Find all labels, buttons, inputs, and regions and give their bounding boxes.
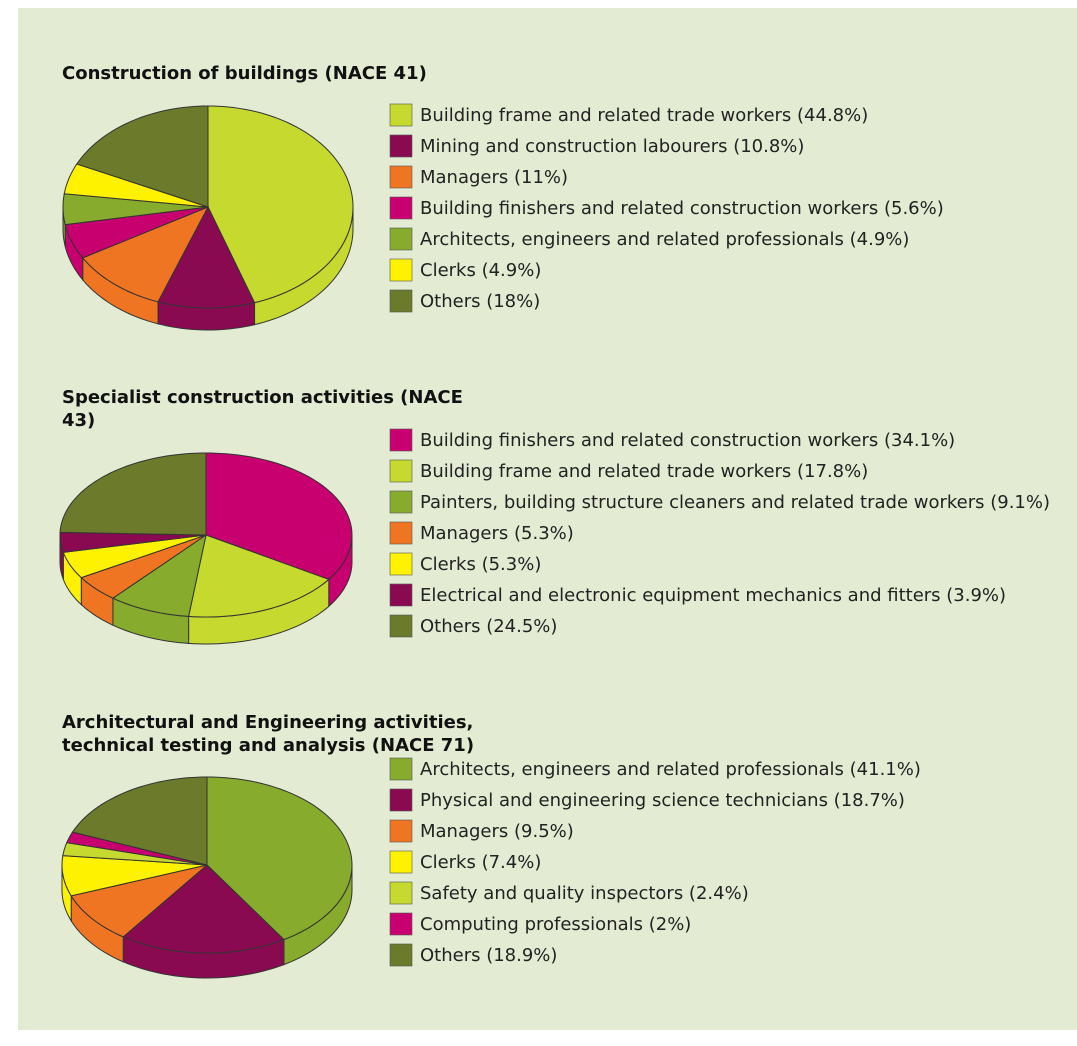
- legend-swatch: [389, 134, 413, 158]
- slice: [63, 163, 209, 208]
- legend-swatch: [389, 788, 413, 812]
- legend-label: Safety and quality inspectors (2.4%): [420, 883, 749, 904]
- slice: [111, 533, 207, 617]
- legend-swatch: [389, 103, 413, 127]
- legend-label: Building frame and related trade workers…: [420, 105, 868, 126]
- slice: [59, 452, 207, 536]
- slice: [122, 864, 285, 954]
- legend-label: Computing professionals (2%): [420, 914, 691, 935]
- slice: [157, 205, 256, 309]
- slice: [70, 864, 208, 938]
- slice: [206, 776, 353, 941]
- chart-title: Construction of buildings (NACE 41): [62, 63, 427, 84]
- legend-swatch: [389, 881, 413, 905]
- legend-swatch: [389, 165, 413, 189]
- legend-swatch: [389, 428, 413, 452]
- legend-label: Painters, building structure cleaners an…: [420, 492, 1050, 513]
- legend-label: Clerks (7.4%): [420, 852, 541, 873]
- legend-label: Others (18.9%): [420, 945, 557, 966]
- legend-swatch: [389, 614, 413, 638]
- legend-swatch: [389, 521, 413, 545]
- legend-swatch: [389, 583, 413, 607]
- legend-label: Clerks (4.9%): [420, 260, 541, 281]
- legend-label: Clerks (5.3%): [420, 554, 541, 575]
- legend-label: Managers (5.3%): [420, 523, 574, 544]
- legend-label: Building finishers and related construct…: [420, 430, 955, 451]
- legend-label: Managers (11%): [420, 167, 568, 188]
- legend-swatch: [389, 289, 413, 313]
- chart-title: Architectural and Engineering activities…: [62, 712, 475, 756]
- legend-swatch: [389, 819, 413, 843]
- slice: [207, 105, 354, 304]
- legend-swatch: [389, 196, 413, 220]
- legend-label: Managers (9.5%): [420, 821, 574, 842]
- slice: [187, 534, 330, 618]
- slice: [64, 206, 209, 259]
- legend-label: Mining and construction labourers (10.8%…: [420, 136, 804, 157]
- slice: [76, 105, 209, 208]
- legend-swatch: [389, 912, 413, 936]
- chart-title: Specialist construction activities (NACE…: [62, 387, 463, 431]
- slice: [81, 206, 210, 303]
- legend-swatch: [389, 459, 413, 483]
- legend-label: Architects, engineers and related profes…: [420, 759, 921, 780]
- slice: [62, 534, 207, 579]
- legend-swatch: [389, 552, 413, 576]
- legend-label: Architects, engineers and related profes…: [420, 229, 909, 250]
- slice: [61, 855, 208, 897]
- legend-label: Others (18%): [420, 291, 540, 312]
- legend-label: Physical and engineering science technic…: [420, 790, 905, 811]
- legend-label: Building frame and related trade workers…: [420, 461, 868, 482]
- legend-label: Electrical and electronic equipment mech…: [420, 585, 1006, 606]
- legend-swatch: [389, 258, 413, 282]
- slice: [71, 776, 208, 866]
- legend-swatch: [389, 850, 413, 874]
- legend-label: Others (24.5%): [420, 616, 557, 637]
- legend-swatch: [389, 227, 413, 251]
- slice: [80, 534, 207, 599]
- legend-swatch: [389, 943, 413, 967]
- slice: [59, 531, 207, 553]
- legend-label: Building finishers and related construct…: [420, 198, 944, 219]
- slice: [62, 193, 209, 226]
- legend-swatch: [389, 757, 413, 781]
- legend-swatch: [389, 490, 413, 514]
